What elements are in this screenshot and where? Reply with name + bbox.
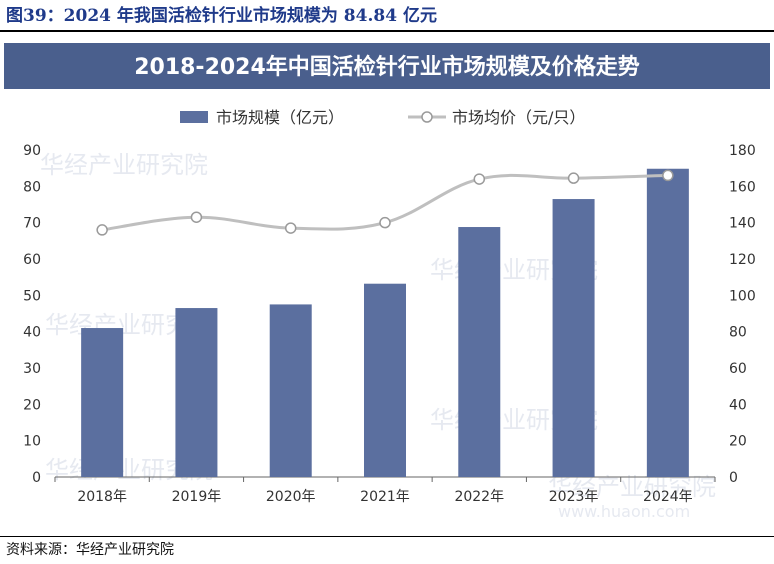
bar bbox=[646, 168, 689, 478]
bar bbox=[458, 227, 501, 477]
y-right-tick-label: 40 bbox=[729, 397, 747, 413]
figure-caption: 图39：2024 年我国活检针行业市场规模为 84.84 亿元 bbox=[6, 6, 437, 26]
line-point bbox=[190, 211, 203, 223]
chart-svg: 2018-2024年中国活检针行业市场规模及价格走势 市场规模（亿元） 市场均价… bbox=[4, 43, 770, 521]
line-point bbox=[473, 173, 486, 185]
bar bbox=[175, 308, 218, 477]
watermark-url: www.huaon.com bbox=[558, 502, 690, 521]
y-left-tick-label: 20 bbox=[23, 397, 41, 413]
legend-label-avg-price: 市场均价（元/只） bbox=[452, 108, 585, 127]
caption-divider bbox=[0, 30, 774, 32]
y-axis-left-ticks: 0 10 20 30 40 50 60 70 80 90 bbox=[23, 143, 41, 486]
x-tick-label: 2023年 bbox=[549, 489, 599, 505]
y-left-tick-label: 10 bbox=[23, 434, 41, 450]
watermark-text: 华经产业研究院 bbox=[40, 151, 208, 179]
x-tick-label: 2018年 bbox=[77, 489, 127, 505]
y-left-tick-label: 50 bbox=[23, 288, 41, 304]
bar-series bbox=[81, 168, 689, 478]
source-note: 资料来源：华经产业研究院 bbox=[6, 542, 174, 558]
bar bbox=[552, 199, 595, 478]
x-tick-label: 2021年 bbox=[360, 489, 410, 505]
y-left-tick-label: 70 bbox=[23, 216, 41, 232]
y-axis-right-ticks: 0 20 40 60 80 100 120 140 160 180 bbox=[729, 143, 756, 486]
y-right-tick-label: 180 bbox=[729, 143, 756, 159]
y-right-tick-label: 80 bbox=[729, 325, 747, 341]
x-tick-label: 2022年 bbox=[454, 489, 504, 505]
y-right-tick-label: 140 bbox=[729, 216, 756, 232]
line-point bbox=[284, 222, 297, 234]
line-point bbox=[567, 172, 580, 184]
chart-title: 2018-2024年中国活检针行业市场规模及价格走势 bbox=[134, 54, 640, 80]
y-left-tick-label: 80 bbox=[23, 179, 41, 195]
watermark-text: 华经产业研究院 bbox=[548, 473, 716, 501]
legend-swatch-market-size bbox=[180, 111, 208, 123]
bar bbox=[269, 304, 312, 477]
x-axis-labels: 2018年 2019年 2020年 2021年 2022年 2023年 2024年 bbox=[77, 489, 692, 505]
legend-label-market-size: 市场规模（亿元） bbox=[216, 108, 344, 127]
chart-title-banner bbox=[4, 43, 770, 89]
y-left-tick-label: 0 bbox=[32, 470, 41, 486]
chart-area: 2018-2024年中国活检针行业市场规模及价格走势 市场规模（亿元） 市场均价… bbox=[0, 33, 774, 535]
y-right-tick-label: 0 bbox=[729, 470, 738, 486]
source-divider bbox=[0, 536, 774, 537]
x-tick-label: 2019年 bbox=[172, 489, 222, 505]
legend: 市场规模（亿元） 市场均价（元/只） bbox=[180, 108, 585, 127]
y-left-tick-label: 40 bbox=[23, 325, 41, 341]
bar bbox=[81, 328, 124, 477]
y-left-tick-label: 90 bbox=[23, 143, 41, 159]
bar bbox=[364, 283, 406, 477]
line-point bbox=[96, 224, 108, 236]
x-tick-marks bbox=[54, 477, 716, 482]
line-point bbox=[379, 216, 391, 229]
x-tick-label: 2024年 bbox=[643, 489, 693, 505]
y-left-tick-label: 30 bbox=[23, 361, 41, 377]
y-right-tick-label: 20 bbox=[729, 434, 747, 450]
line-point bbox=[662, 169, 674, 182]
y-right-tick-label: 160 bbox=[729, 179, 756, 195]
line-series bbox=[96, 169, 674, 236]
y-right-tick-label: 120 bbox=[729, 252, 756, 268]
y-left-tick-label: 60 bbox=[23, 252, 41, 268]
y-right-tick-label: 60 bbox=[729, 361, 747, 377]
y-right-tick-label: 100 bbox=[729, 288, 756, 304]
legend-marker-avg-price bbox=[421, 111, 433, 123]
x-tick-label: 2020年 bbox=[266, 489, 316, 505]
